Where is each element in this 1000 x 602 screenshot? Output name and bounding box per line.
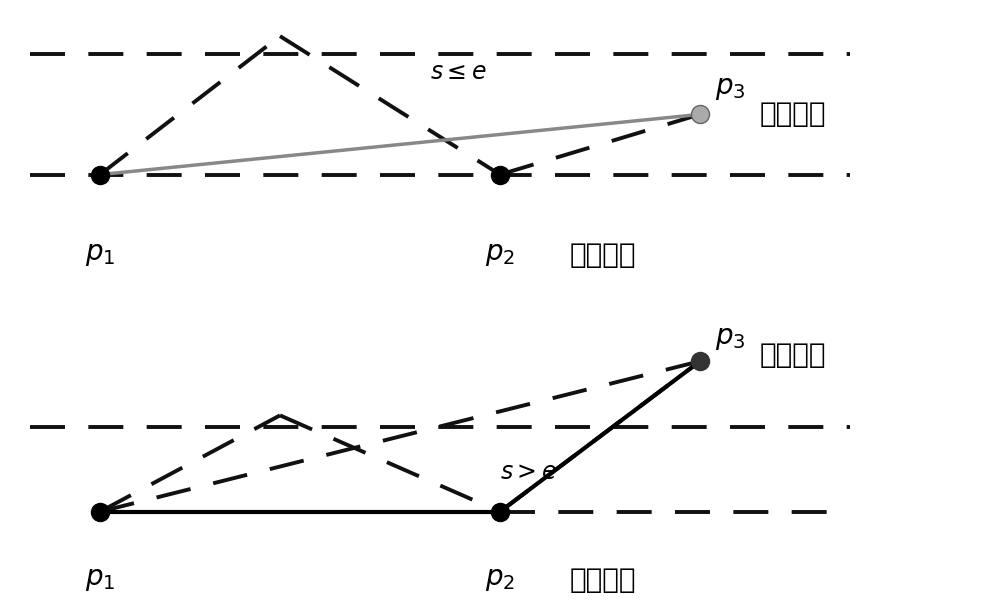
Text: （保留）: （保留） xyxy=(570,566,637,594)
Text: $p_2$: $p_2$ xyxy=(485,566,515,593)
Text: $p_1$: $p_1$ xyxy=(85,241,115,268)
Text: $s \leq e$: $s \leq e$ xyxy=(430,61,487,84)
Text: $s > e$: $s > e$ xyxy=(500,461,557,484)
Text: $p_3$: $p_3$ xyxy=(715,75,746,102)
Text: $p_2$: $p_2$ xyxy=(485,241,515,268)
Text: $p_3$: $p_3$ xyxy=(715,325,746,352)
Text: （删除）: （删除） xyxy=(570,241,637,269)
Text: $p_1$: $p_1$ xyxy=(85,566,115,593)
Text: 误差域内: 误差域内 xyxy=(760,101,826,128)
Text: 误差域外: 误差域外 xyxy=(760,341,826,369)
